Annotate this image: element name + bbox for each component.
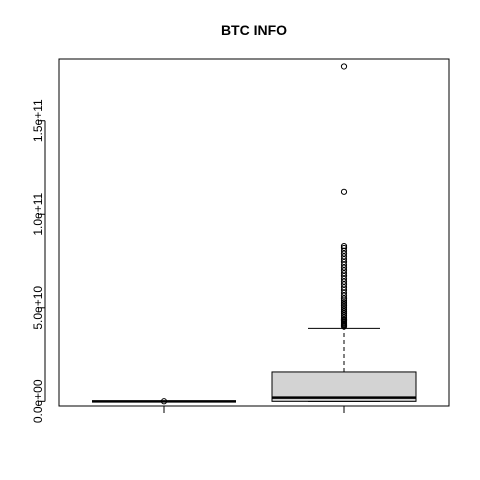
x-axis xyxy=(163,405,345,413)
chart-title: BTC INFO xyxy=(221,22,287,38)
outlier-point xyxy=(340,299,348,306)
outlier-point xyxy=(340,188,348,195)
box-2 xyxy=(271,63,417,402)
outlier-point xyxy=(340,244,348,252)
y-tick-label: 1.0e+11 xyxy=(31,193,45,236)
y-tick-label: 5.0e+10 xyxy=(31,286,45,330)
boxes-group xyxy=(92,63,417,405)
outlier-point xyxy=(160,398,168,405)
outlier-point xyxy=(340,297,348,304)
y-tick-label: 1.5e+11 xyxy=(31,99,45,142)
y-tick-label: 0.0e+00 xyxy=(31,379,45,423)
outlier-point xyxy=(340,63,348,70)
plot-frame xyxy=(58,58,450,407)
outlier-point xyxy=(340,242,348,250)
y-axis: 0.0e+00 5.0e+10 1.0e+11 1.5e+11 xyxy=(31,99,46,423)
box-1 xyxy=(92,398,236,405)
outlier-point xyxy=(340,247,348,254)
